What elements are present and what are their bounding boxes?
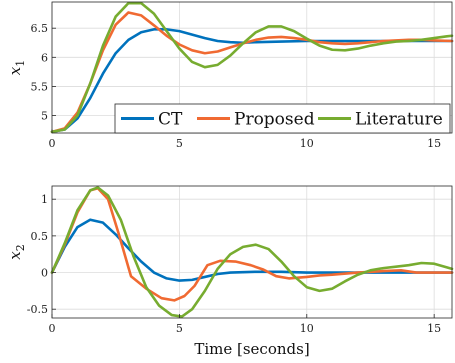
- y-axis-label: x2: [6, 244, 27, 259]
- x-tick-label: 15: [427, 137, 441, 150]
- x-axis-label: Time [seconds]: [194, 340, 309, 358]
- legend: CT Proposed Literature: [114, 103, 451, 134]
- series-line-proposed: [50, 11, 454, 134]
- plot-area: [52, 186, 452, 318]
- y-tick-label: -0.5: [27, 303, 48, 316]
- y-tick-label: 5.5: [31, 80, 49, 93]
- y-tick-label: 1: [41, 193, 48, 206]
- x-tick-label: 5: [176, 322, 183, 335]
- subplot-1: 0 5 10 15 5 5.5 6 6.5 x1 CT Proposed Literature: [6, 1, 454, 150]
- series-line-literature: [50, 186, 454, 318]
- x-tick-label: 10: [300, 137, 314, 150]
- x-tick-label: 5: [176, 137, 183, 150]
- x-tick-label: 15: [427, 322, 441, 335]
- y-tick-label: 6: [41, 51, 48, 64]
- legend-box: [114, 103, 451, 134]
- y-axis-label: x1: [6, 60, 27, 75]
- legend-label-proposed: Proposed: [234, 110, 315, 130]
- x-tick-label: 0: [49, 322, 56, 335]
- y-tick-label: 6.5: [31, 22, 49, 35]
- series-line-ct: [50, 28, 454, 134]
- x-tick-label: 10: [300, 322, 314, 335]
- series-line-literature: [50, 1, 454, 134]
- y-tick-label: 5: [41, 110, 48, 123]
- legend-label-literature: Literature: [355, 110, 443, 130]
- y-tick-label: 0: [41, 267, 48, 280]
- legend-label-ct: CT: [158, 110, 183, 130]
- y-tick-label: 0.5: [31, 230, 49, 243]
- x-tick-label: 0: [49, 137, 56, 150]
- axes-frame: [51, 185, 453, 319]
